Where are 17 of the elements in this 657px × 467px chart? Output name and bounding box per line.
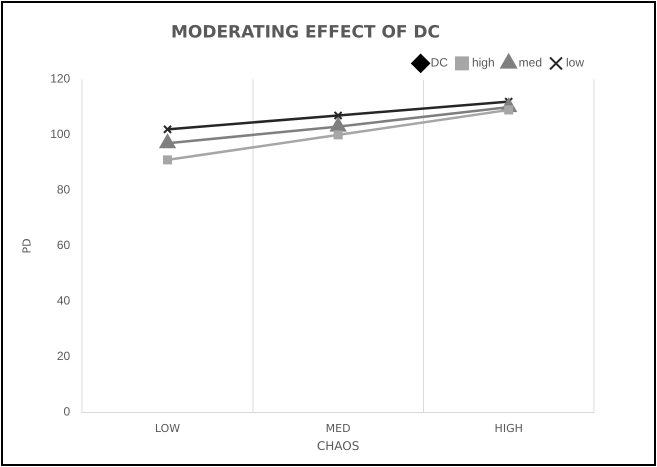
y-tick-label: 120 [50,72,71,86]
x-tick-label: MED [326,422,351,435]
legend-label: med [518,56,542,70]
y-tick-label: 40 [56,294,71,308]
y-axis-title: PD [20,238,34,254]
y-tick-label: 80 [56,182,71,197]
legend-label: high [472,56,495,70]
x-tick-label: LOW [154,422,180,435]
y-tick-label: 0 [64,404,71,419]
y-tick-label: 100 [50,127,71,142]
y-tick-label: 60 [56,238,71,252]
x-axis-title: CHAOS [316,438,360,453]
legend-label: low [566,56,584,70]
legend-label: DC [430,56,448,70]
y-tick-label: 20 [56,349,71,364]
x-tick-label: HIGH [494,422,523,435]
chart-title: MODERATING EFFECT OF DC [170,22,440,43]
